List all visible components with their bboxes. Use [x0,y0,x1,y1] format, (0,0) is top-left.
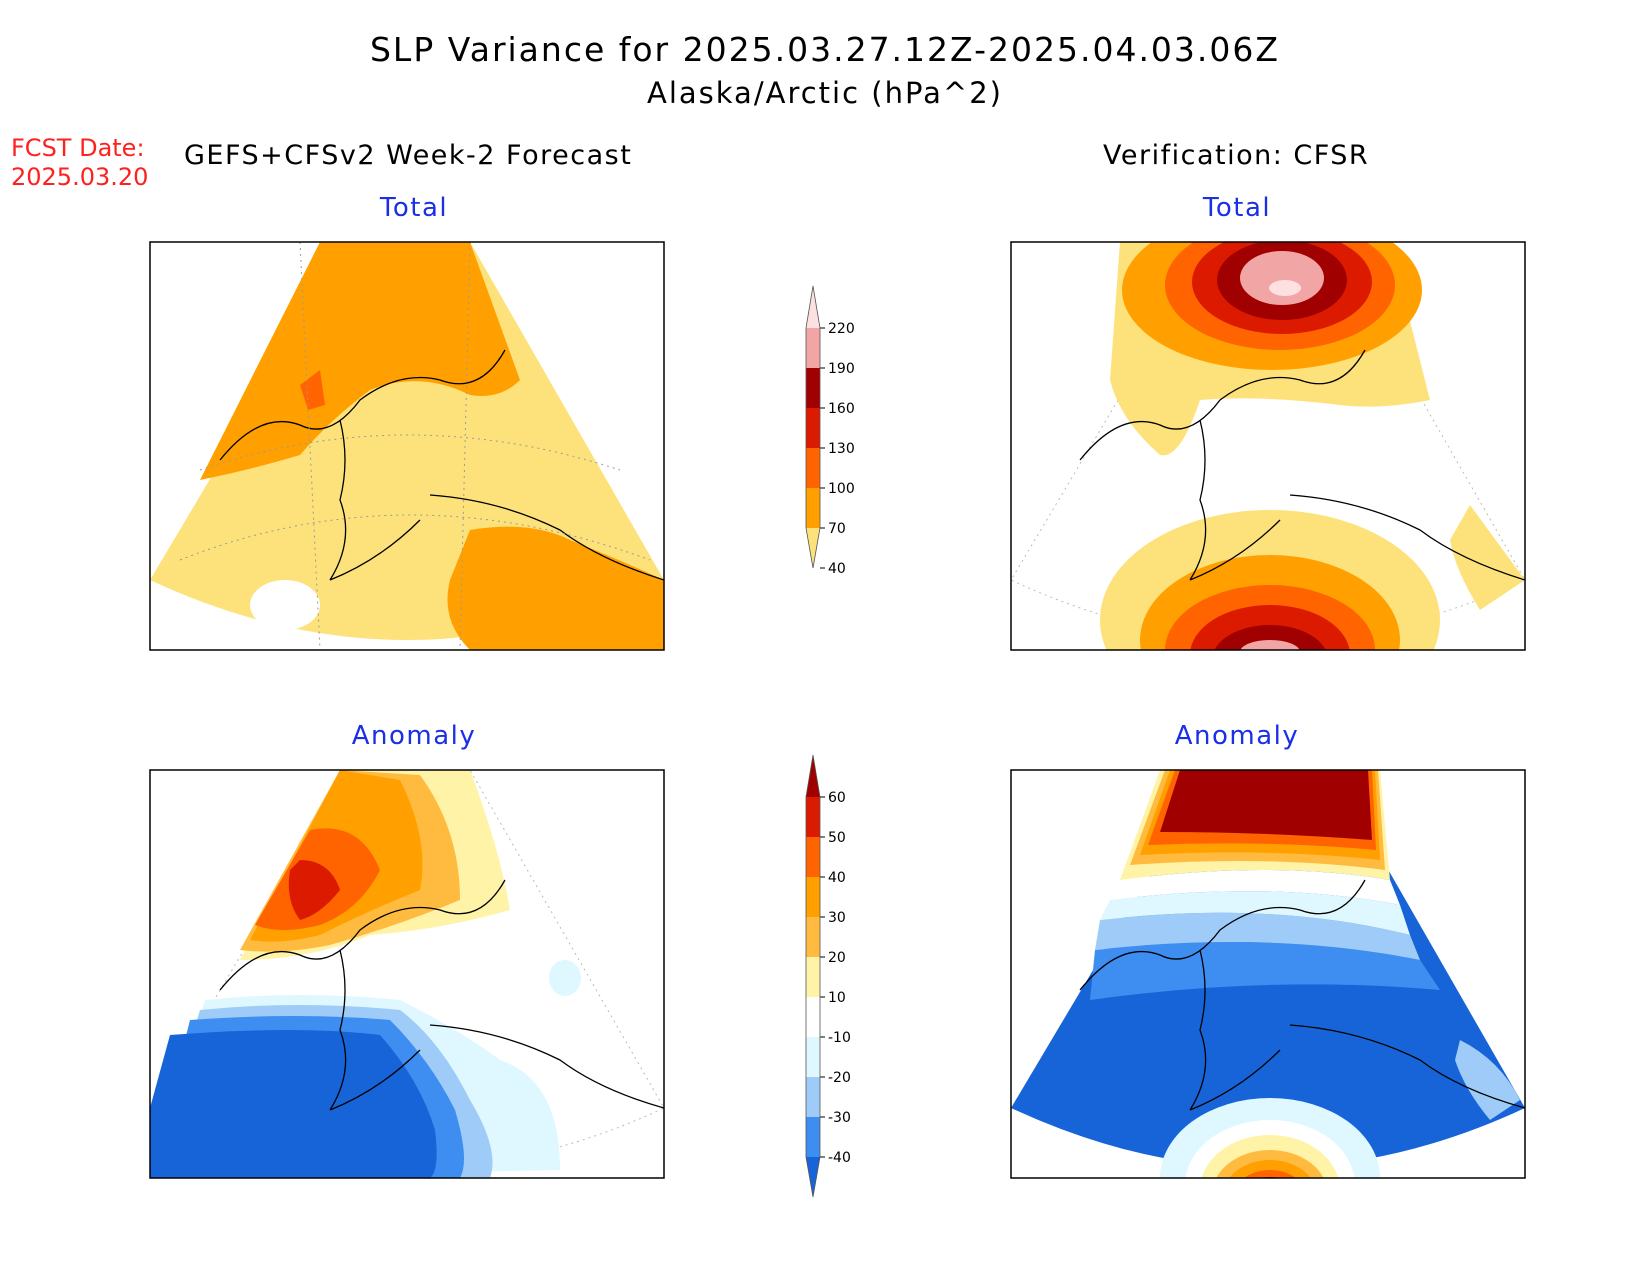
contour-190-south [1240,640,1300,650]
contour-100-spot [300,370,325,410]
panel-title-forecast-total: Total [379,193,449,223]
coastline [1079,349,1525,581]
colorbar-anomaly-label: -30 [828,1110,851,1126]
map-verification-anomaly [1011,770,1525,1178]
colorbar-total-label: 160 [828,401,855,417]
contour-190-north [1240,251,1324,305]
colorbar-total-segment [806,448,820,488]
coastline [219,349,664,581]
colorbar-total-label: 130 [828,441,855,457]
colorbar-total-outline [805,285,821,569]
colorbar-anomaly-label: -20 [828,1070,851,1086]
colorbar-total-label: 70 [828,521,846,537]
low-variance-spot [250,580,320,630]
colorbar-anomaly-segment [806,1117,820,1157]
colorbar-anomaly-label: 40 [828,870,846,886]
map-forecast-anomaly [150,770,664,1178]
colorbar-total-segment [806,368,820,408]
colorbar-total-tip-bottom [806,528,820,568]
column-header-verification: Verification: CFSR [1103,140,1370,171]
map-verification-total [1011,242,1525,650]
map-forecast-total [150,242,664,650]
colorbar-anomaly-segment [806,997,820,1037]
colorbar-total-segment [806,488,820,528]
figure-title-line1: SLP Variance for 2025.03.27.12Z-2025.04.… [369,30,1281,69]
coastline [219,879,664,1111]
contour-neg10-spot [549,960,581,996]
panel-title-forecast-anomaly: Anomaly [351,721,477,751]
colorbar-total-label: 190 [828,361,855,377]
contour-70-southeast [447,526,664,650]
colorbar-anomaly-label: 50 [828,830,846,846]
contour-60-south [1261,1177,1279,1178]
colorbar-total-label: 220 [828,321,855,337]
colorbar-anomaly-label: 20 [828,950,846,966]
colorbar-anomaly-label: 60 [828,790,846,806]
colorbar-anomaly-segment [806,1037,820,1077]
colorbar-anomaly-label: 30 [828,910,846,926]
colorbar-total-segment [806,408,820,448]
colorbar-anomaly-label: -10 [828,1030,851,1046]
colorbar-total-label: 100 [828,481,855,497]
contour-40-south [1244,1170,1296,1178]
contour-130-south [1190,605,1350,650]
figure-title-line2: Alaska/Arctic (hPa^2) [647,76,1003,110]
contour-neg30 [1090,942,1440,1000]
colorbar-anomaly-segment [806,797,820,837]
coastline [1079,879,1525,1111]
contour-neg20 [1095,912,1420,960]
panel-title-verification-anomaly: Anomaly [1174,721,1300,751]
contour-neg40 [150,1030,437,1178]
colorbar-anomaly-segment [806,837,820,877]
contour-neg20-east [1455,1040,1520,1120]
contour-neg10 [1100,891,1410,935]
contour-60-north [1160,770,1372,840]
forecast-date: FCST Date: 2025.03.20 [11,134,148,192]
panel-title-verification-total: Total [1202,193,1272,223]
forecast-date-label: FCST Date: [11,134,145,162]
contour-70-north [200,242,520,480]
contour-40-southeast [1450,505,1525,610]
frame-forecast-total [149,241,665,651]
contour-220-north [1269,280,1301,296]
contour-neutral [1110,870,1400,905]
colorbar-anomaly-segment [806,1077,820,1117]
colorbar-total: 220 190 160 130 100 70 40 [805,285,855,577]
colorbar-anomaly-segment [806,957,820,997]
colorbar-anomaly-segment [806,877,820,917]
colorbar-anomaly-outline [805,754,821,1198]
forecast-date-value: 2025.03.20 [11,163,149,191]
contour-30-south [1229,1160,1311,1178]
colorbar-anomaly: 60 50 40 30 20 10 -10 -20 -30 -40 [805,754,851,1198]
colorbar-anomaly-tip-bottom [806,1157,820,1197]
frame-verification-total [1010,241,1526,651]
sector-outline [1011,242,1525,641]
colorbar-anomaly-label: 10 [828,990,846,1006]
contour-160-south [1214,625,1326,650]
colorbar-anomaly-tip-top [806,755,820,797]
column-header-forecast: GEFS+CFSv2 Week-2 Forecast [184,140,633,171]
colorbar-anomaly-segment [806,917,820,957]
contour-50-north [288,860,340,920]
frame-verification-anomaly [1010,769,1526,1179]
frame-forecast-anomaly [149,769,665,1179]
colorbar-total-segment [806,328,820,368]
colorbar-anomaly-label: -40 [828,1150,851,1166]
colorbar-total-tip-top [806,286,820,328]
colorbar-total-label: 40 [828,561,846,577]
